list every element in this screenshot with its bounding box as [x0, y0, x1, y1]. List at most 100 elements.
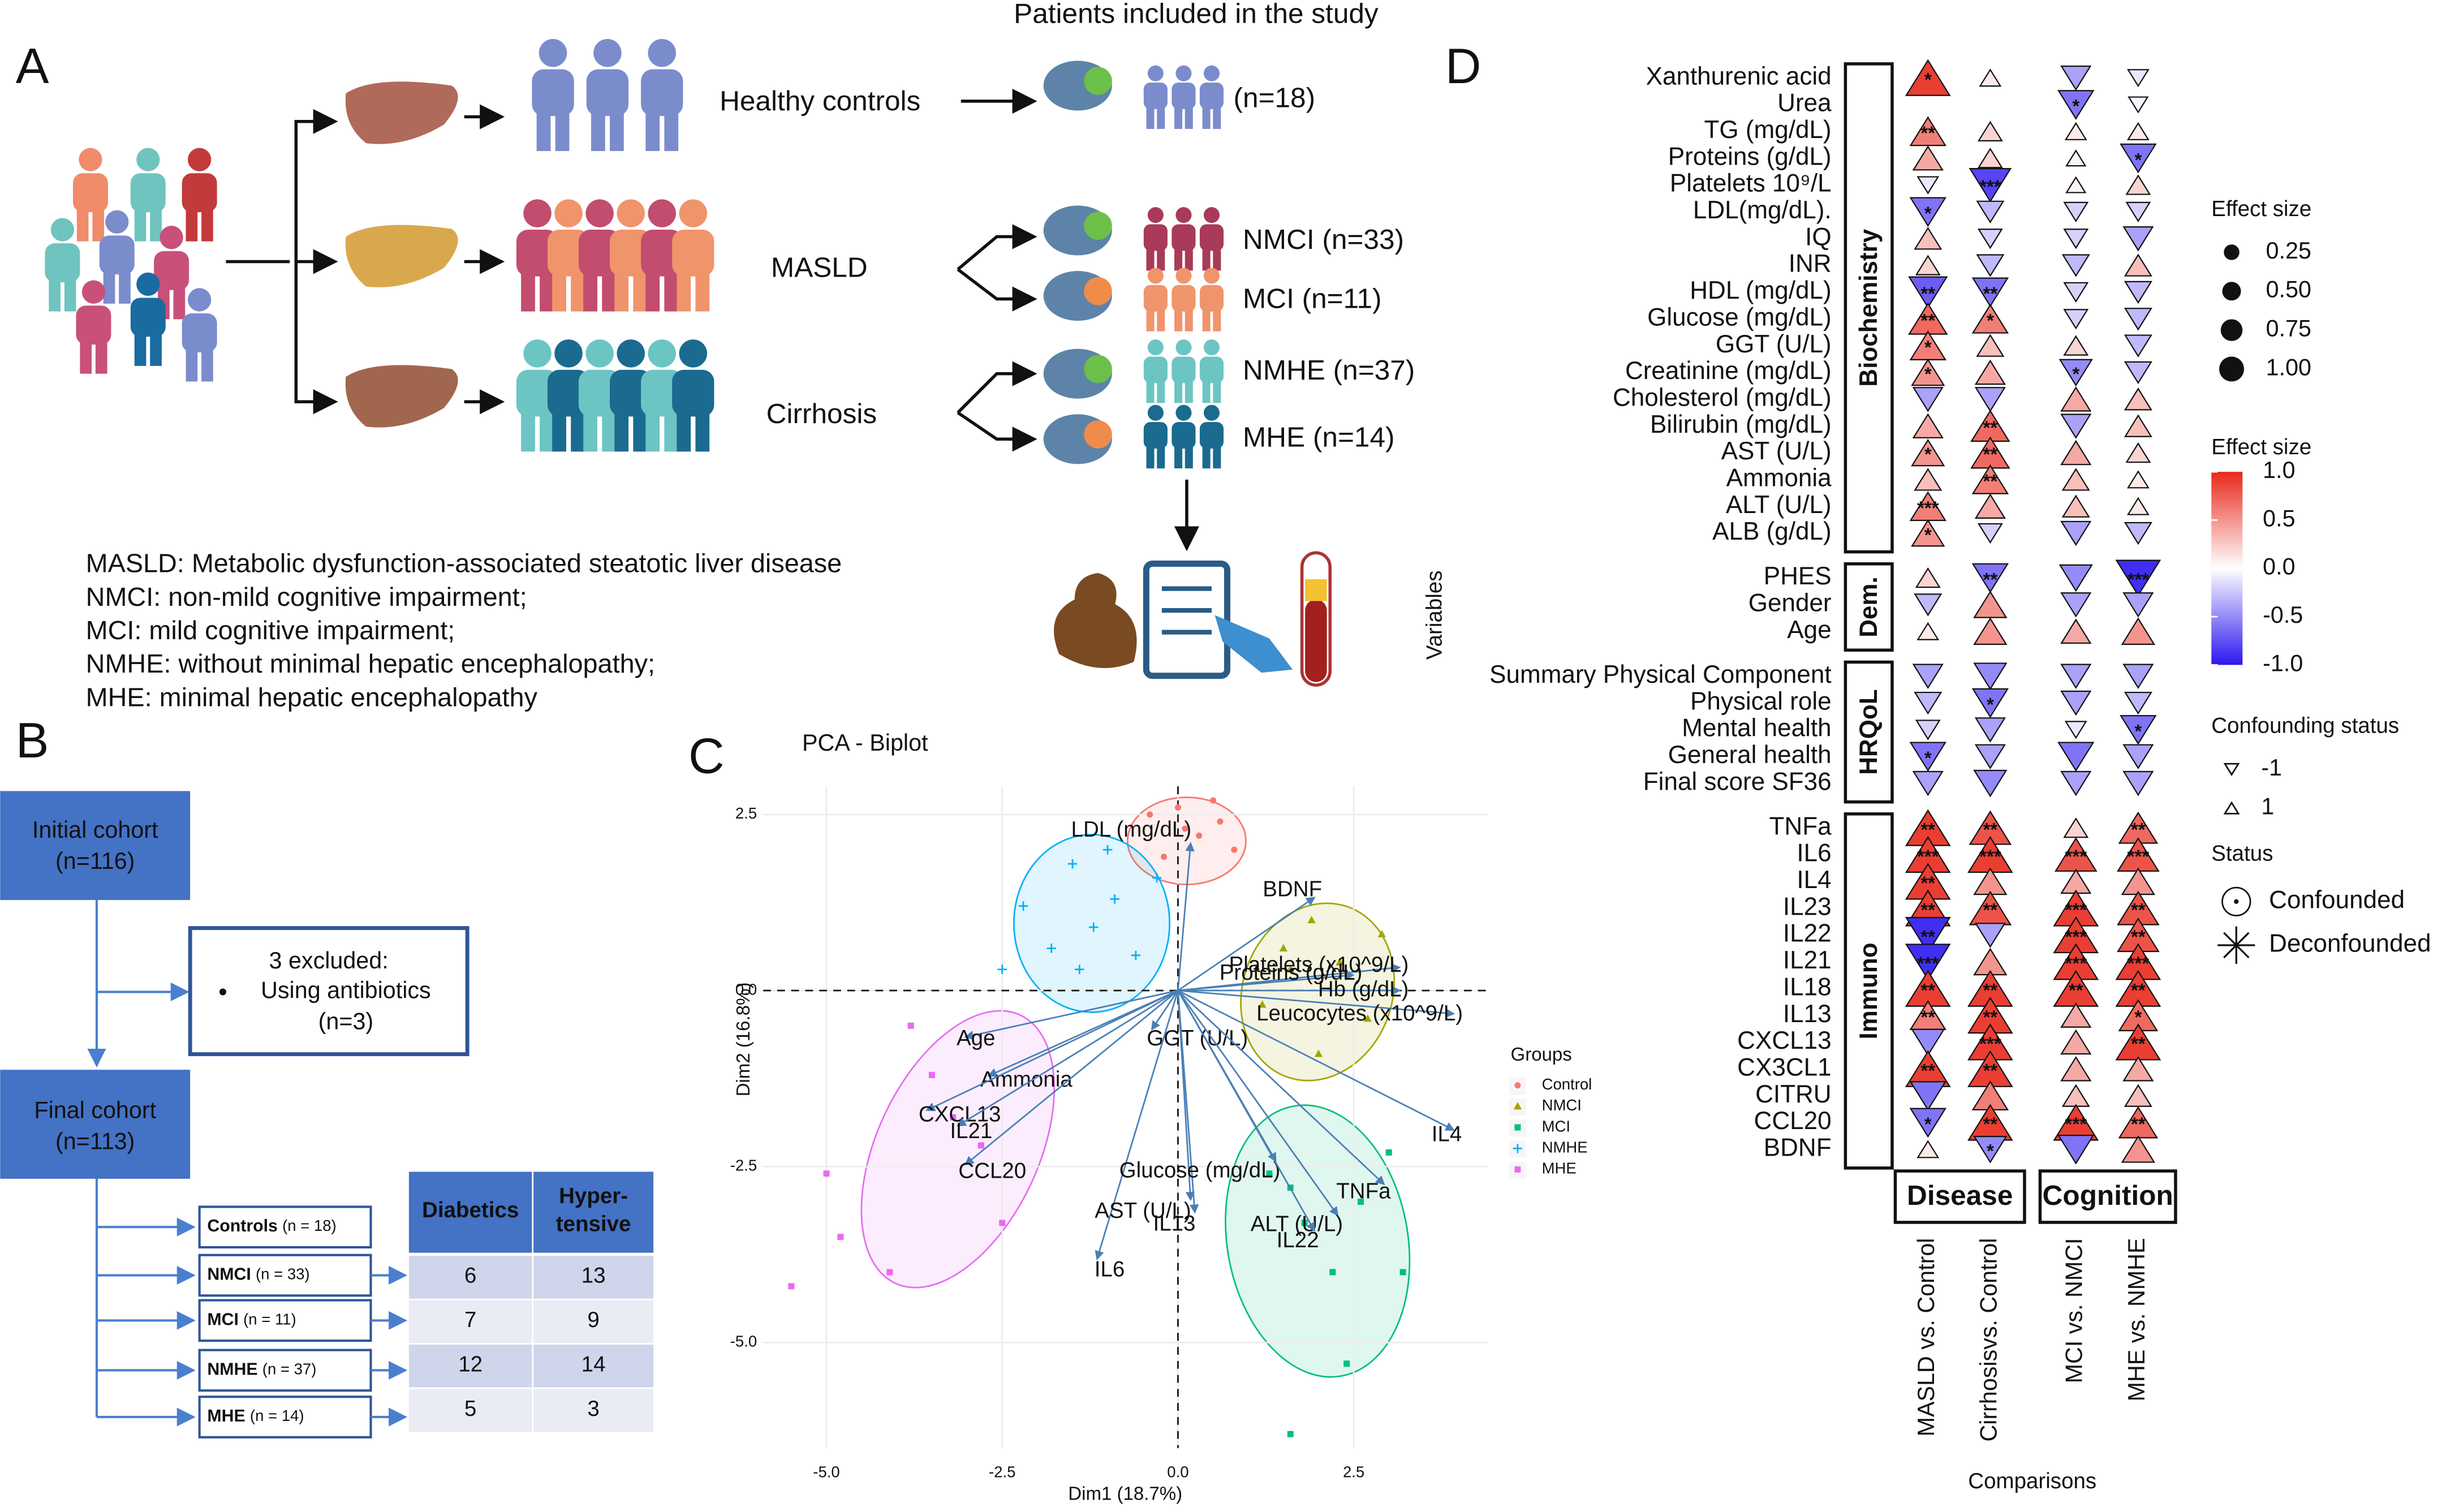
effect-triangle	[1977, 120, 2003, 141]
text: MCI	[1542, 1117, 1570, 1135]
effect-triangle	[1973, 769, 2008, 798]
comparison-box	[1893, 1169, 2026, 1224]
person-head	[539, 38, 567, 67]
text: ***	[2065, 1114, 2087, 1135]
text: Platelets (x10^9/L)	[1229, 953, 1409, 977]
box	[0, 1070, 191, 1179]
person-head	[1203, 207, 1220, 223]
point	[1385, 1149, 1392, 1156]
text: -2.5	[989, 1463, 1015, 1480]
effect-triangle	[1977, 229, 2003, 249]
text: Immuno	[1855, 942, 1883, 1039]
person-head	[50, 218, 75, 242]
text: 13	[582, 1263, 606, 1287]
text: AST (U/L)	[1721, 437, 1832, 465]
effect-triangle	[2063, 229, 2089, 249]
size-key	[2219, 356, 2245, 382]
effect-triangle	[2063, 201, 2089, 222]
person-leg	[201, 342, 213, 382]
effect-triangle	[2122, 226, 2154, 252]
effect-triangle	[2060, 386, 2092, 412]
text: INR	[1789, 250, 1832, 278]
point	[1314, 1049, 1323, 1057]
effect-triangle	[1977, 523, 2003, 544]
person-leg	[1157, 376, 1165, 403]
person-leg	[1157, 442, 1165, 469]
text: Control	[1542, 1075, 1592, 1093]
text: Comparisons	[1968, 1469, 2096, 1493]
person-leg	[1213, 442, 1221, 469]
size-key	[2222, 282, 2241, 301]
text: MASLD	[771, 251, 868, 283]
text: **	[2131, 980, 2146, 1001]
person-leg	[1174, 102, 1183, 129]
person-leg	[614, 404, 629, 452]
text: Initial cohort	[32, 817, 158, 843]
point	[1161, 854, 1168, 860]
effect-triangle	[2061, 1084, 2090, 1107]
branch-n: (n = 18)	[282, 1217, 337, 1234]
person-body	[182, 313, 217, 352]
person-leg	[1174, 305, 1183, 331]
person-head	[1175, 207, 1192, 223]
effect-triangle	[2063, 282, 2089, 303]
person-leg	[80, 334, 92, 374]
point	[1514, 1166, 1521, 1173]
person-leg	[103, 264, 115, 304]
effect-triangle	[1974, 359, 2006, 385]
person-head	[1175, 404, 1192, 421]
branch-label: MHE (n = 14)	[207, 1407, 304, 1425]
effect-triangle	[1914, 691, 1943, 715]
person-leg	[1213, 102, 1221, 129]
effect-triangle	[1973, 591, 2008, 618]
effect-triangle	[1915, 255, 1941, 275]
person-leg	[614, 264, 629, 312]
person-leg	[645, 104, 660, 152]
person-leg	[201, 202, 213, 242]
loading-arrow	[1177, 897, 1316, 992]
text: **	[1983, 417, 1998, 438]
person-head	[1203, 65, 1220, 81]
branch-label: NMHE (n = 37)	[207, 1360, 316, 1379]
text: IL21	[950, 1119, 992, 1143]
effect-triangle	[2115, 559, 2161, 597]
effect-triangle	[2124, 522, 2152, 545]
effect-triangle	[2124, 334, 2152, 357]
text: 0.25	[2266, 238, 2311, 264]
text: MCI vs. NMCI	[2061, 1238, 2087, 1384]
effect-triangle	[2122, 770, 2154, 796]
effect-triangle	[2061, 494, 2090, 518]
plasma	[1305, 579, 1327, 601]
effect-triangle	[2125, 174, 2151, 195]
person-leg	[1146, 442, 1155, 469]
hand-icon	[1214, 615, 1293, 673]
effect-triangle	[1908, 276, 1948, 309]
text: BDNF	[1764, 1134, 1832, 1162]
effect-triangle	[1916, 1140, 1940, 1158]
person-head	[1175, 65, 1192, 81]
text: *	[1924, 1114, 1932, 1135]
person-leg	[677, 264, 691, 312]
text: **	[1983, 283, 1998, 304]
effect-triangle	[1915, 720, 1941, 740]
text: 3 excluded:	[269, 947, 389, 973]
point	[1343, 1360, 1350, 1367]
text: *	[1924, 444, 1932, 465]
livers	[345, 81, 458, 428]
text: CITRU	[1755, 1080, 1832, 1108]
point	[1018, 901, 1028, 911]
effect-triangle	[2058, 359, 2093, 387]
point	[1377, 929, 1386, 938]
loading-arrow	[1178, 971, 1355, 992]
text: ALT (U/L)	[1251, 1212, 1343, 1236]
effect-triangle	[1974, 923, 2006, 948]
face-icon	[1084, 420, 1112, 449]
person-leg	[583, 404, 597, 452]
effect-triangle	[1912, 413, 1944, 438]
person-head	[648, 339, 677, 368]
text: **	[1920, 980, 1935, 1001]
text: **	[1920, 283, 1935, 304]
text: IL6	[1095, 1257, 1125, 1282]
effect-triangle	[1974, 493, 2006, 519]
